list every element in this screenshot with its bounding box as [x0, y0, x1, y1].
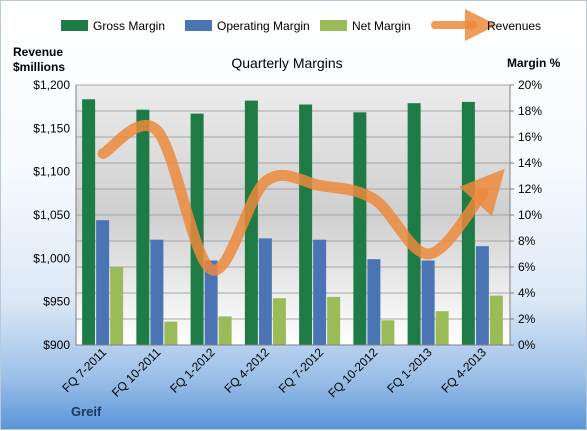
x-tick-label: FQ 1-2012 — [167, 345, 218, 396]
revenue-line — [97, 120, 505, 276]
bar-gross-margin — [82, 99, 96, 345]
legend: Gross Margin Operating Margin Net Margin Re… — [61, 9, 541, 41]
x-tick-label: FQ 7-2011 — [59, 345, 109, 395]
left-tick-label: $1,050 — [33, 208, 70, 222]
left-tick-label: $900 — [43, 338, 70, 352]
bar-gross-margin — [353, 112, 367, 345]
bar-gross-margin — [136, 109, 150, 345]
bar-operating-margin — [96, 220, 110, 345]
bar-net-margin — [327, 296, 341, 345]
chart-title: Quarterly Margins — [231, 55, 342, 71]
bar-net-margin — [218, 316, 232, 345]
left-axis-label-line: $millions — [13, 60, 65, 74]
right-tick-label: 2% — [518, 312, 536, 326]
right-tick-label: 0% — [518, 338, 536, 352]
bar-net-margin — [110, 267, 124, 345]
legend-label: Net Margin — [352, 19, 411, 33]
right-tick-label: 8% — [518, 234, 536, 248]
bar-net-margin — [435, 311, 449, 345]
bar-operating-margin — [367, 259, 381, 345]
right-tick-label: 6% — [518, 260, 536, 274]
right-tick-label: 20% — [518, 78, 542, 92]
x-tick-label: FQ 1-2013 — [384, 345, 435, 396]
bar-net-margin — [272, 298, 286, 345]
legend-swatch — [320, 20, 347, 31]
right-tick-label: 14% — [518, 156, 542, 170]
right-tick-label: 10% — [518, 208, 542, 222]
footer-label: Greif — [71, 404, 102, 419]
bar-net-margin — [164, 321, 178, 345]
x-tick-label: FQ 7-2012 — [276, 345, 327, 396]
x-tick-label: FQ 4-2012 — [222, 345, 273, 396]
legend-label: Gross Margin — [93, 19, 165, 33]
x-tick-label: FQ 4-2013 — [439, 345, 490, 396]
legend-label: Revenues — [487, 19, 541, 33]
x-tick-label: FQ 10-2011 — [109, 345, 164, 400]
right-tick-label: 4% — [518, 286, 536, 300]
left-tick-label: $1,100 — [33, 165, 70, 179]
left-tick-label: $1,150 — [33, 121, 70, 135]
legend-swatch — [185, 20, 212, 31]
right-tick-label: 12% — [518, 182, 542, 196]
bar-operating-margin — [313, 239, 327, 345]
bar-net-margin — [381, 320, 395, 345]
x-tick-label: FQ 10-2012 — [325, 345, 380, 400]
bar-net-margin — [489, 295, 503, 345]
bar-operating-margin — [421, 260, 435, 345]
bars — [82, 99, 503, 346]
right-axis-label: Margin % — [507, 56, 561, 70]
right-tick-label: 16% — [518, 130, 542, 144]
bar-operating-margin — [204, 260, 218, 345]
legend-swatch — [61, 20, 88, 31]
bar-gross-margin — [299, 104, 313, 345]
bar-gross-margin — [244, 100, 258, 345]
bar-gross-margin — [407, 103, 421, 345]
revenue-line-layer — [97, 120, 505, 276]
bar-operating-margin — [258, 238, 272, 345]
left-tick-label: $1,000 — [33, 251, 70, 265]
left-axis-label-line: Revenue — [13, 45, 63, 59]
bar-operating-margin — [475, 246, 489, 345]
left-axis-label: Revenue $millions — [13, 45, 65, 74]
right-tick-label: 18% — [518, 104, 542, 118]
left-tick-label: $950 — [43, 295, 70, 309]
bar-operating-margin — [150, 239, 164, 345]
left-tick-label: $1,200 — [33, 78, 70, 92]
legend-label: Operating Margin — [217, 19, 310, 33]
